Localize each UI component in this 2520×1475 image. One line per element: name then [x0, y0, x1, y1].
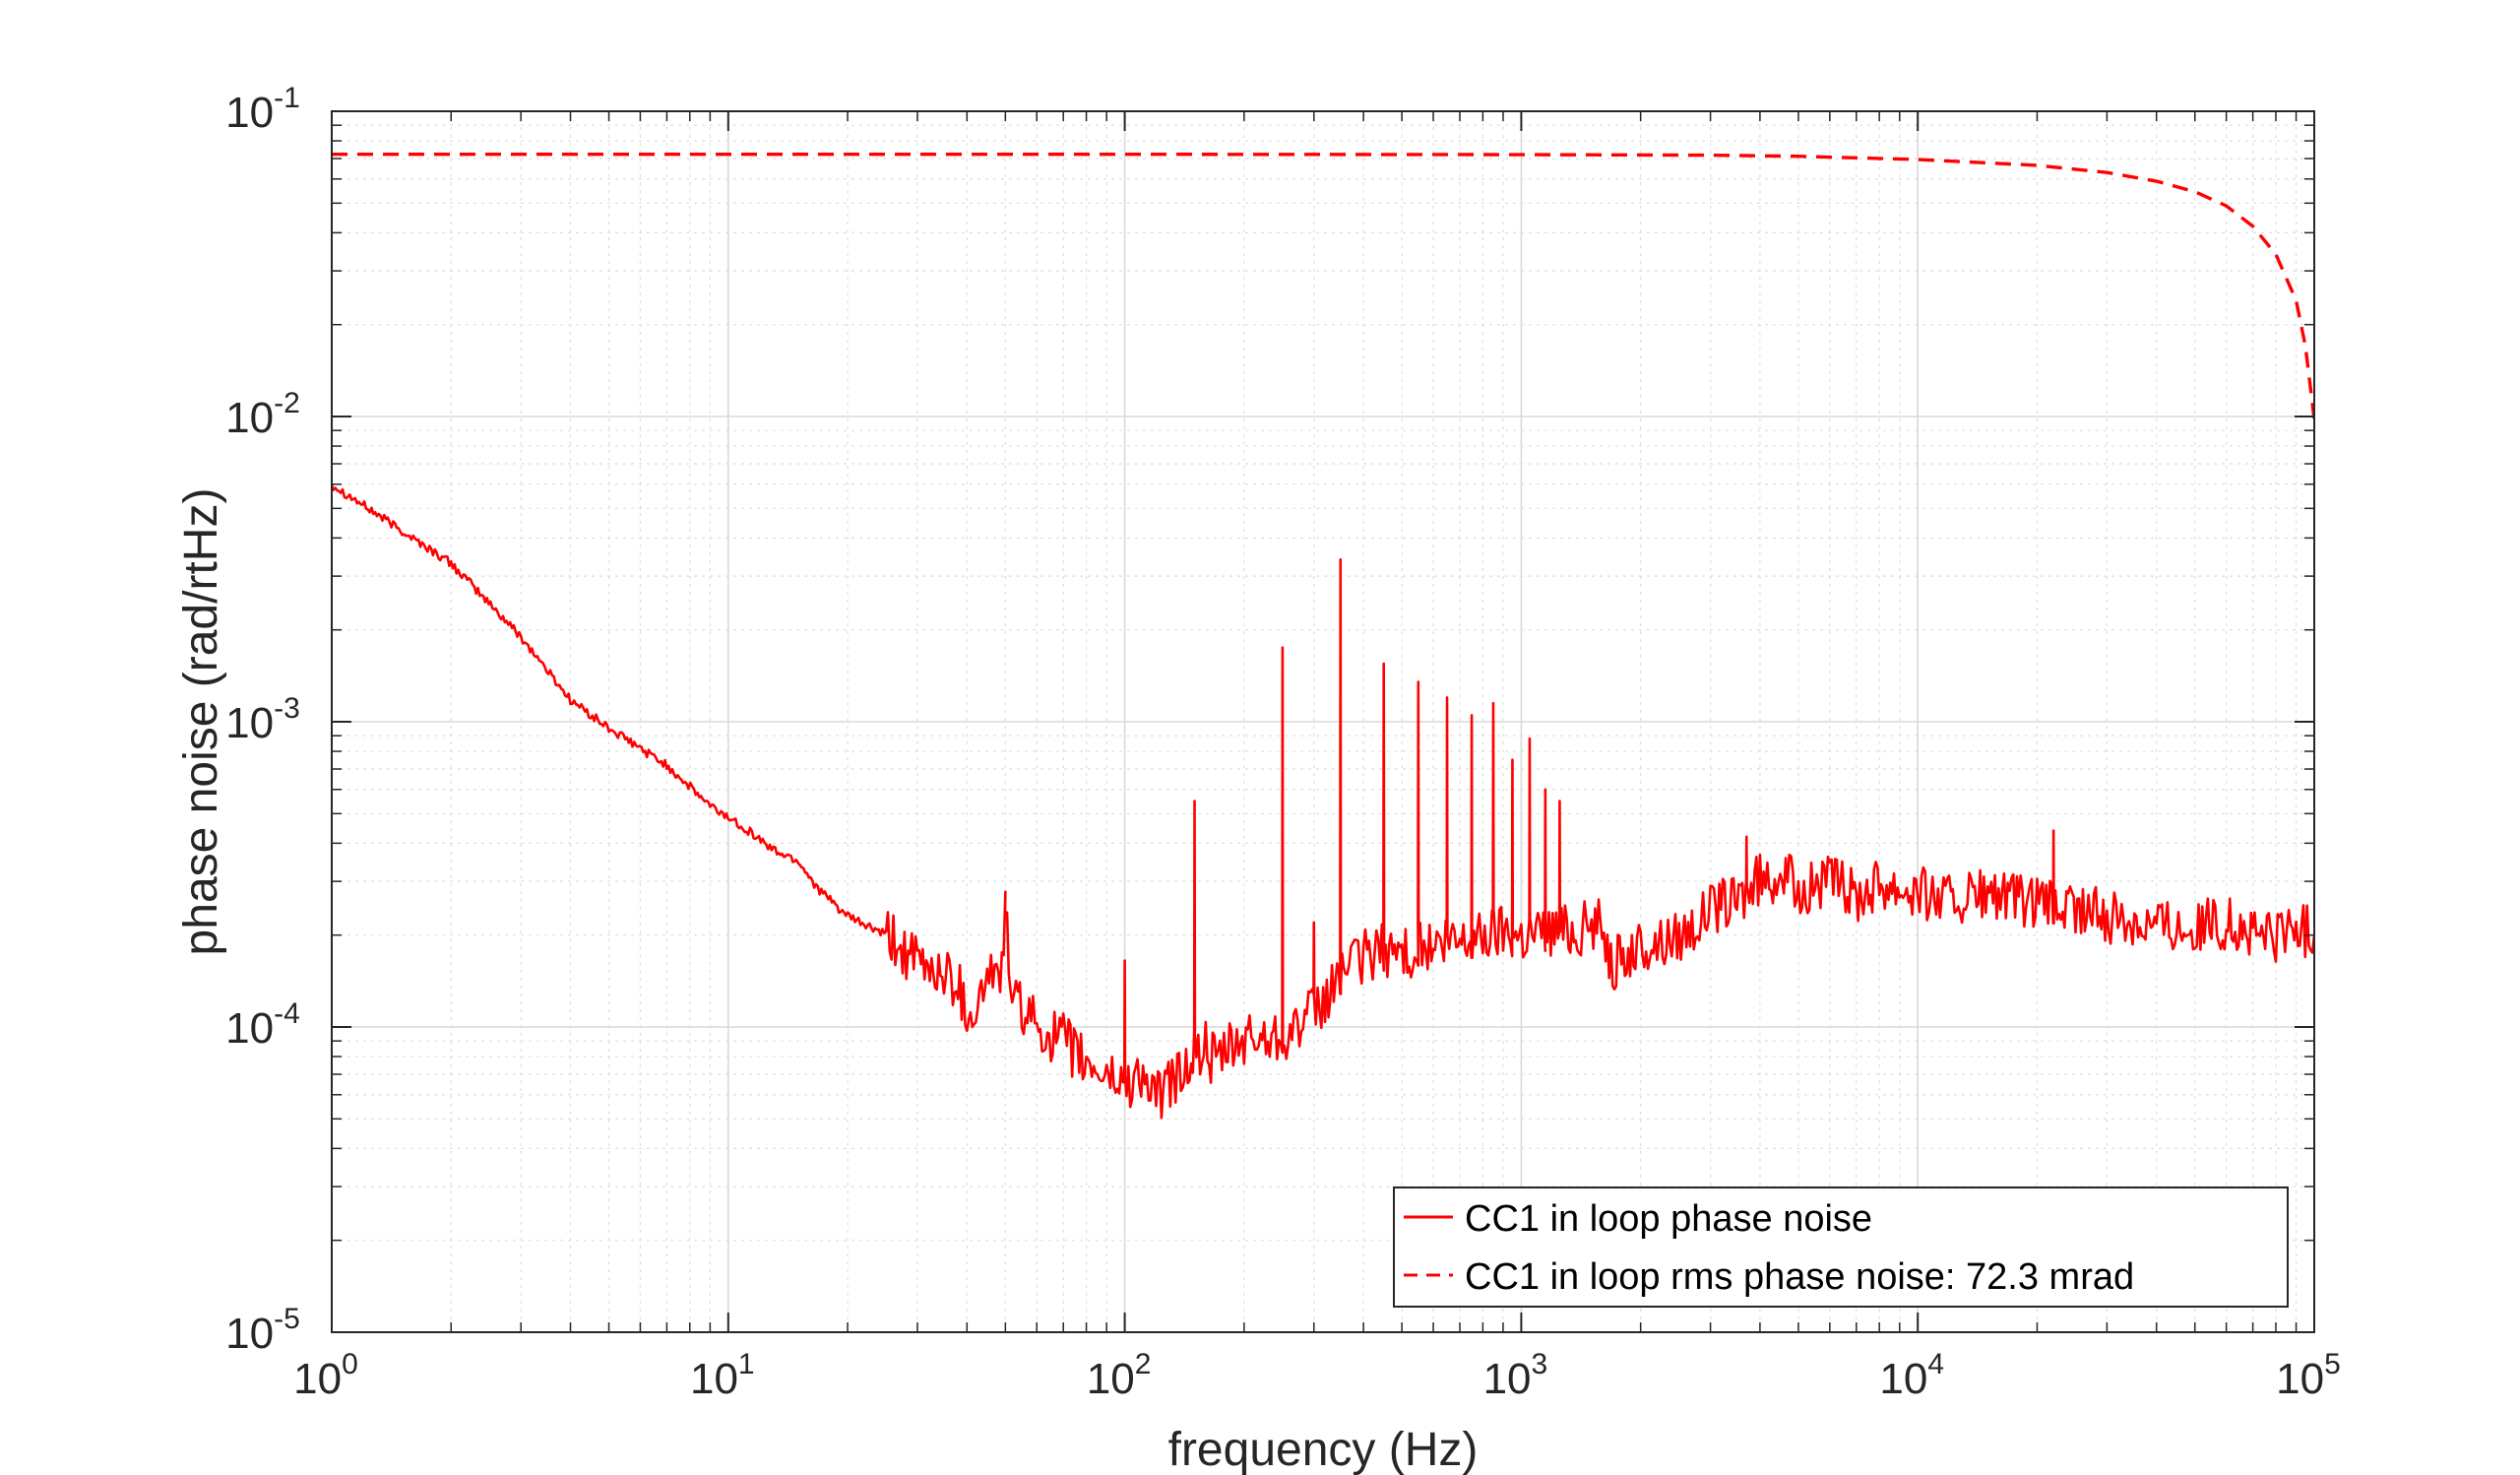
x-axis-label: frequency (Hz) — [1168, 1424, 1479, 1475]
x-tick-label: 103 — [1483, 1348, 1548, 1403]
x-tick-label: 104 — [1879, 1348, 1944, 1403]
x-tick-label: 101 — [690, 1348, 755, 1403]
series-layer — [332, 152, 2314, 1120]
y-tick-label: 10-3 — [225, 692, 300, 747]
x-tick-label: 102 — [1087, 1348, 1152, 1403]
axis-ticks — [331, 110, 2315, 1333]
series-line-phase-noise — [332, 484, 2314, 1120]
y-tick-label: 10-2 — [225, 387, 300, 442]
tick-labels: 100 101 102 103 104 105 10-1 10-2 10-3 10-4 10-5 — [225, 82, 2341, 1403]
y-tick-label: 10-4 — [225, 997, 300, 1053]
minor-grid — [332, 111, 2314, 1332]
x-tick-label: 105 — [2276, 1348, 2341, 1403]
y-tick-label: 10-1 — [225, 82, 300, 137]
x-tick-label: 100 — [293, 1348, 358, 1403]
legend-box — [1393, 1186, 2289, 1308]
legend-label-phase-noise: CC1 in loop phase noise — [1465, 1198, 1872, 1240]
legend-label-rms-phase-noise: CC1 in loop rms phase noise: 72.3 mrad — [1465, 1256, 2134, 1298]
y-axis-label: phase noise (rad/rtHz) — [175, 488, 227, 956]
series-line-rms-phase-noise — [332, 152, 2314, 419]
legend: CC1 in loop phase noise CC1 in loop rms … — [1393, 1186, 2289, 1308]
y-tick-label: 10-5 — [225, 1303, 300, 1358]
